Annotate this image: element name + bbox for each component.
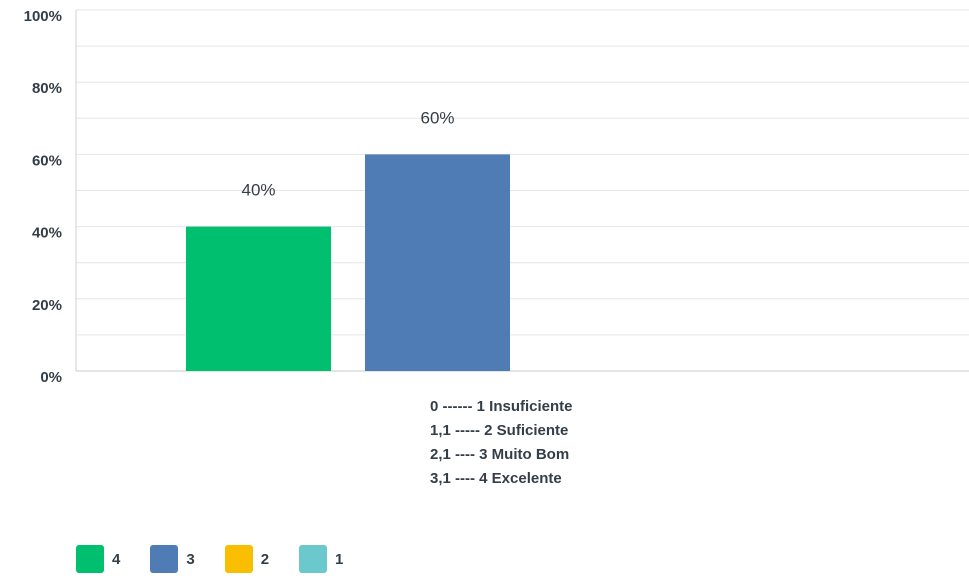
legend-swatch — [224, 545, 253, 573]
legend-item[interactable]: 3 — [150, 545, 195, 573]
data-labels: 40% 60% — [241, 108, 454, 199]
y-tick-label: 80% — [32, 80, 62, 97]
legend-label: 2 — [260, 550, 270, 568]
x-category-label-line: 1,1 ----- 2 Suficiente — [430, 422, 568, 439]
y-tick-label: 40% — [32, 225, 62, 242]
legend-label: 4 — [112, 550, 121, 568]
y-tick-label: 60% — [32, 152, 62, 169]
legend: 4 3 2 1 — [76, 545, 373, 573]
x-category-label: 0 ------ 1 Insuficiente 1,1 ----- 2 Sufic… — [430, 398, 573, 487]
x-category-label-line: 3,1 ---- 4 Excelente — [430, 470, 562, 487]
legend-swatch — [150, 545, 179, 573]
legend-label: 1 — [335, 550, 344, 568]
legend-item[interactable]: 2 — [224, 545, 270, 573]
data-label: 60% — [420, 108, 454, 127]
bar-series-3[interactable] — [365, 154, 510, 371]
y-tick-label: 20% — [32, 297, 62, 314]
bar-chart: 0% 20% 40% 60% 80% 100% 40% 60% 0 ------ 1 Ins… — [24, 8, 969, 487]
legend-item[interactable]: 1 — [299, 545, 343, 573]
legend-swatch — [76, 545, 104, 573]
legend-item[interactable]: 4 — [76, 545, 120, 573]
bars — [186, 154, 510, 371]
x-category-label-line: 0 ------ 1 Insuficiente — [430, 398, 573, 415]
bar-series-4[interactable] — [186, 226, 331, 371]
legend-swatch — [299, 545, 328, 573]
x-category-label-line: 2,1 ---- 3 Muito Bom — [430, 446, 569, 463]
legend-label: 3 — [186, 550, 195, 568]
y-tick-label: 0% — [40, 369, 62, 386]
data-label: 40% — [241, 181, 275, 200]
y-tick-label: 100% — [24, 8, 62, 25]
